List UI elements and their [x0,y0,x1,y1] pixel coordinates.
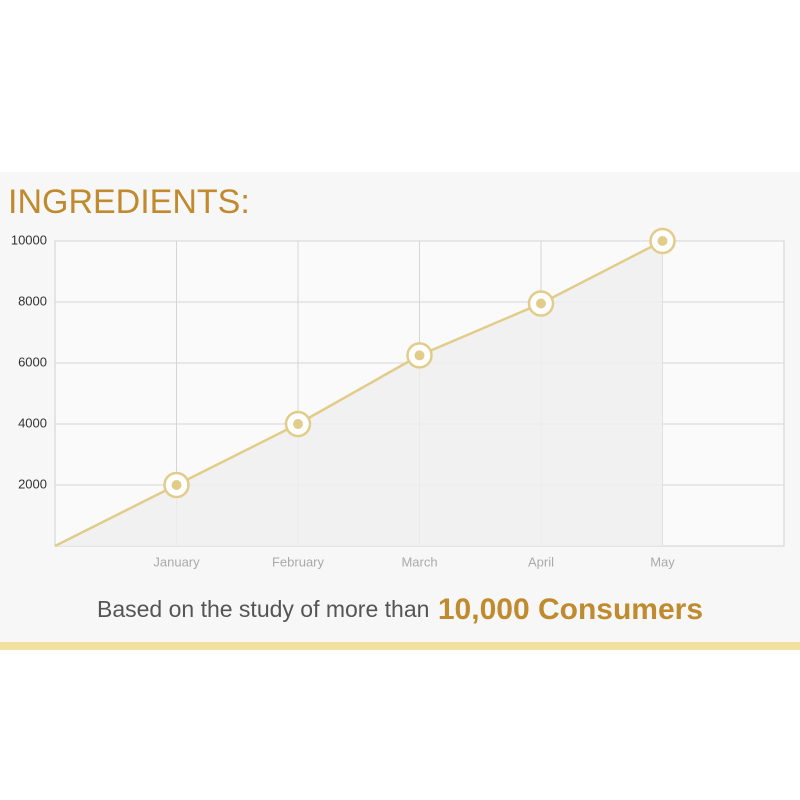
footer-highlight: 10,000 Consumers [438,593,703,626]
marker [171,480,182,490]
chart-title: INGREDIENTS: [8,183,250,221]
footer: Based on the study of more than 10,000 C… [97,593,703,626]
y-tick-label: 10000 [11,232,47,247]
y-tick-label: 2000 [18,476,47,491]
x-tick-label: January [153,554,200,569]
marker [536,298,546,309]
x-tick-label: April [528,554,554,569]
line [54,239,664,548]
x-tick-label: February [272,554,325,569]
marker [657,236,668,246]
accent-bar [0,642,800,650]
y-tick-label: 4000 [18,415,47,430]
y-tick-label: 8000 [18,293,47,308]
footer-text: Based on the study of more than [97,596,429,622]
y-tick-label: 6000 [18,354,47,369]
x-tick-label: May [650,554,675,569]
x-tick-label: March [401,554,437,569]
marker [293,419,303,429]
marker [414,350,425,361]
